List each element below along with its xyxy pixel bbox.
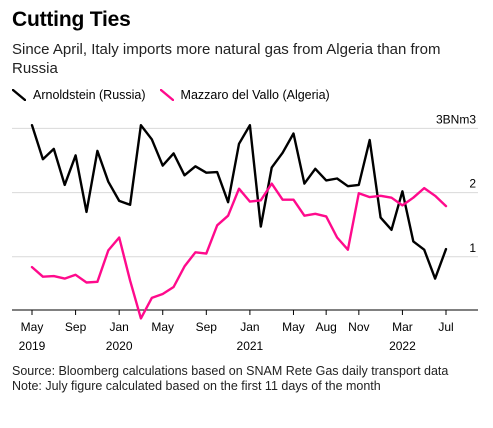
x-tick-label: Jan <box>240 320 259 334</box>
legend-label-russia: Arnoldstein (Russia) <box>33 88 146 102</box>
series-lines <box>30 123 448 320</box>
x-tick-label: May <box>21 320 44 334</box>
x-tick-label: Sep <box>196 320 218 334</box>
legend-swatch-algeria <box>159 89 174 101</box>
x-tick-label: Sep <box>65 320 87 334</box>
legend-swatch-russia <box>12 89 26 101</box>
y-tick-label: 2 <box>469 177 476 191</box>
y-tick-label: 1 <box>469 241 476 255</box>
legend-item-russia: Arnoldstein (Russia) <box>12 88 146 102</box>
series-line-algeria <box>30 182 448 320</box>
chart-title: Cutting Ties <box>12 8 131 31</box>
source-text: Source: Bloomberg calculations based on … <box>12 364 449 378</box>
x-tick-label: Aug <box>315 320 336 334</box>
x-tick-label: Nov <box>348 320 369 334</box>
x-axis: May 2019 Sep Jan 2020 May Sep Jan 2021 May Aug Nov M… <box>12 309 478 353</box>
note-text: Note: July figure calculated based on th… <box>12 379 381 393</box>
legend-label-algeria: Mazzaro del Vallo (Algeria) <box>180 88 330 102</box>
series-line-russia <box>30 123 448 280</box>
x-tick-label: Jul <box>438 320 453 334</box>
x-tick-label: Mar <box>392 320 413 334</box>
y-axis-ticks: 3BNm3 2 1 <box>436 112 476 254</box>
x-tick-year-label: 2022 <box>389 339 416 353</box>
chart-subtitle: Since April, Italy imports more natural … <box>12 41 441 77</box>
source-notes: Source: Bloomberg calculations based on … <box>12 364 482 394</box>
x-tick-year-label: 2020 <box>106 339 133 353</box>
legend-item-algeria: Mazzaro del Vallo (Algeria) <box>159 88 330 102</box>
y-tick-label: 3BNm3 <box>436 112 476 126</box>
x-tick-label: May <box>151 320 174 334</box>
x-tick-year-label: 2019 <box>19 339 46 353</box>
x-tick-label: May <box>282 320 305 334</box>
x-tick-year-label: 2021 <box>237 339 264 353</box>
x-tick-label: Jan <box>109 320 128 334</box>
legend: Arnoldstein (Russia) Mazzaro del Vallo (… <box>12 88 344 102</box>
